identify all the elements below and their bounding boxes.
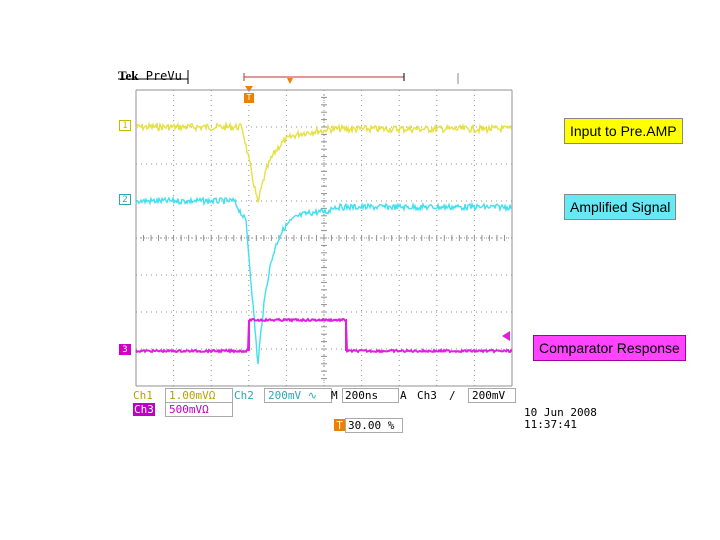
ch3-trigger-level-arrow [502, 331, 510, 341]
ch2-scale: 200mV ∿ [268, 389, 317, 402]
timebase-label: M [331, 389, 338, 402]
ch1-marker: 1 [119, 120, 131, 131]
trigger-marker: T [244, 93, 254, 103]
ch2-label: Ch2 [234, 389, 254, 402]
label-input-to-preamp: Input to Pre.AMP [564, 118, 683, 144]
ch3-marker: 3 [119, 344, 131, 355]
ch1-scale: 1.00mVΩ [169, 389, 216, 402]
trigger-slope-icon: ∕ [449, 389, 456, 402]
ch3-scale: 500mVΩ [169, 403, 209, 416]
label-amplified-signal: Amplified Signal [564, 194, 677, 220]
timebase-box [342, 388, 399, 403]
ch2-trace [135, 195, 513, 365]
trigger-level-box [468, 388, 516, 403]
time-readout: 11:37:41 [524, 418, 577, 431]
trigger-position-badge: T [334, 419, 345, 432]
trigger-position-box [345, 418, 403, 433]
trigger-source: Ch3 [417, 389, 437, 402]
ch3-label: Ch3 [133, 403, 155, 416]
ch1-trace [135, 120, 513, 203]
trigger-arrow [245, 86, 253, 92]
ch2-scale-box [264, 388, 332, 403]
trigger-mode-label: A [400, 389, 407, 402]
prevu-trigger-arrow [287, 78, 293, 84]
trigger-level: 200mV [472, 389, 506, 402]
ch1-label: Ch1 [133, 389, 153, 402]
label-comparator-response: Comparator Response [533, 335, 686, 361]
ch2-marker: 2 [119, 194, 131, 205]
trigger-position: 30.00 % [348, 419, 395, 432]
timebase-value: 200ns [345, 389, 379, 402]
ch3-trace [135, 317, 513, 354]
date-readout: 10 Jun 2008 [524, 406, 597, 419]
ch3-scale-box [165, 402, 233, 417]
